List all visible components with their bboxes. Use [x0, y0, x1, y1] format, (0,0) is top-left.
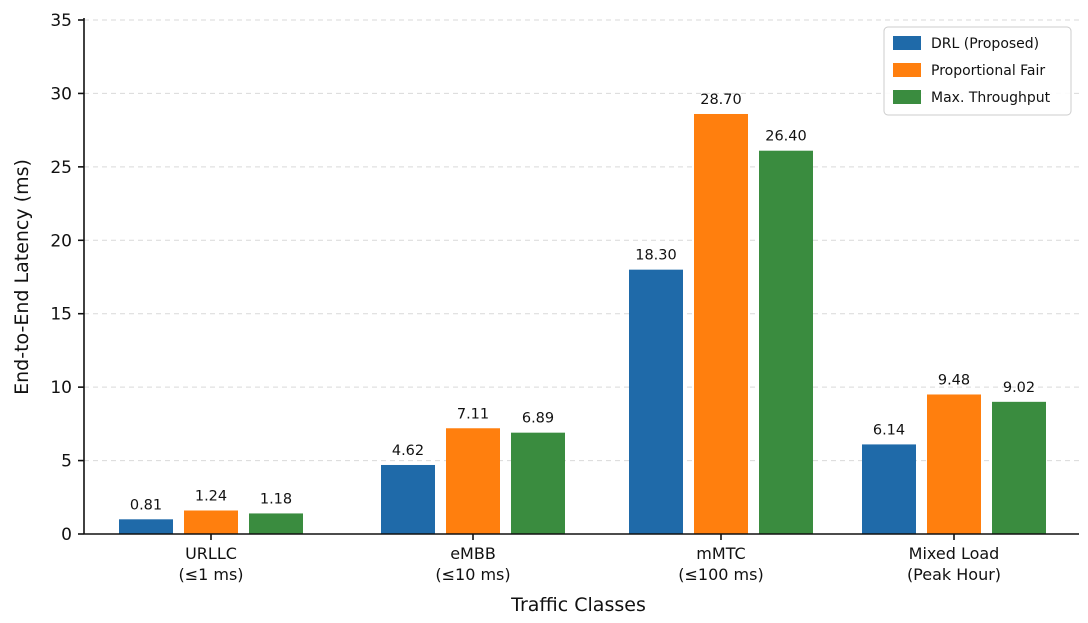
- x-tick-label: URLLC: [185, 544, 237, 563]
- data-label: 6.14: [873, 422, 905, 438]
- data-label: 26.40: [765, 129, 807, 145]
- legend: DRL (Proposed) Proportional Fair Max. Thro…: [883, 26, 1072, 116]
- data-label: 1.18: [260, 491, 292, 507]
- y-tick-label: 20: [50, 231, 72, 251]
- y-axis-ticks: 0 5 10 15 20 25 30 35: [50, 11, 84, 545]
- bar-3-2[interactable]: [511, 432, 565, 534]
- legend-swatch: [893, 90, 921, 104]
- legend-label: DRL (Proposed): [931, 36, 1039, 52]
- bar-2-2[interactable]: [446, 428, 500, 534]
- y-tick-label: 25: [50, 158, 72, 178]
- bar-3-1[interactable]: [249, 513, 303, 534]
- legend-swatch: [893, 63, 921, 77]
- x-tick-label: mMTC: [696, 544, 745, 563]
- data-label: 0.81: [130, 497, 162, 513]
- x-tick-label: eMBB: [450, 544, 496, 563]
- x-tick-label: Mixed Load: [909, 544, 1000, 563]
- legend-swatch: [893, 36, 921, 50]
- bar-1-4[interactable]: [862, 444, 916, 534]
- legend-box: [883, 26, 1072, 116]
- y-tick-label: 5: [61, 452, 72, 472]
- data-label: 7.11: [457, 406, 489, 422]
- data-label: 1.24: [195, 489, 227, 505]
- bar-2-1[interactable]: [184, 510, 238, 534]
- data-label: 9.02: [1003, 380, 1035, 396]
- x-tick-label: (≤10 ms): [435, 565, 510, 584]
- legend-label: Proportional Fair: [931, 63, 1045, 79]
- x-axis-ticks: URLLC (≤1 ms) eMBB (≤10 ms) mMTC (≤100 ms) Mix…: [178, 534, 1001, 584]
- y-tick-label: 0: [61, 525, 72, 545]
- y-tick-label: 10: [50, 378, 72, 398]
- y-tick-label: 15: [50, 305, 72, 325]
- legend-label: Max. Throughput: [931, 90, 1051, 106]
- y-tick-label: 30: [50, 84, 72, 104]
- data-labels: 0.81 4.62 18.30 6.14 1.24 7.11 28.70 9.48 1.18 6.…: [130, 92, 1035, 513]
- x-tick-label: (≤1 ms): [178, 565, 243, 584]
- data-label: 28.70: [700, 92, 742, 108]
- bars: [119, 113, 1046, 534]
- x-axis-title: Traffic Classes: [510, 594, 646, 616]
- data-label: 6.89: [522, 411, 554, 427]
- data-label: 4.62: [392, 443, 424, 459]
- bar-1-2[interactable]: [381, 464, 435, 534]
- bar-2-3[interactable]: [694, 113, 748, 534]
- data-label: 9.48: [938, 372, 970, 388]
- grid-lines: [84, 19, 1079, 462]
- y-tick-label: 35: [50, 11, 72, 31]
- y-axis-title: End-to-End Latency (ms): [11, 159, 33, 395]
- bar-3-4[interactable]: [992, 401, 1046, 534]
- bar-2-4[interactable]: [927, 394, 981, 534]
- x-tick-label: (Peak Hour): [907, 565, 1001, 584]
- bar-1-3[interactable]: [629, 269, 683, 534]
- data-label: 18.30: [635, 248, 677, 264]
- bar-1-1[interactable]: [119, 519, 173, 534]
- bar-3-3[interactable]: [759, 150, 813, 534]
- x-tick-label: (≤100 ms): [678, 565, 763, 584]
